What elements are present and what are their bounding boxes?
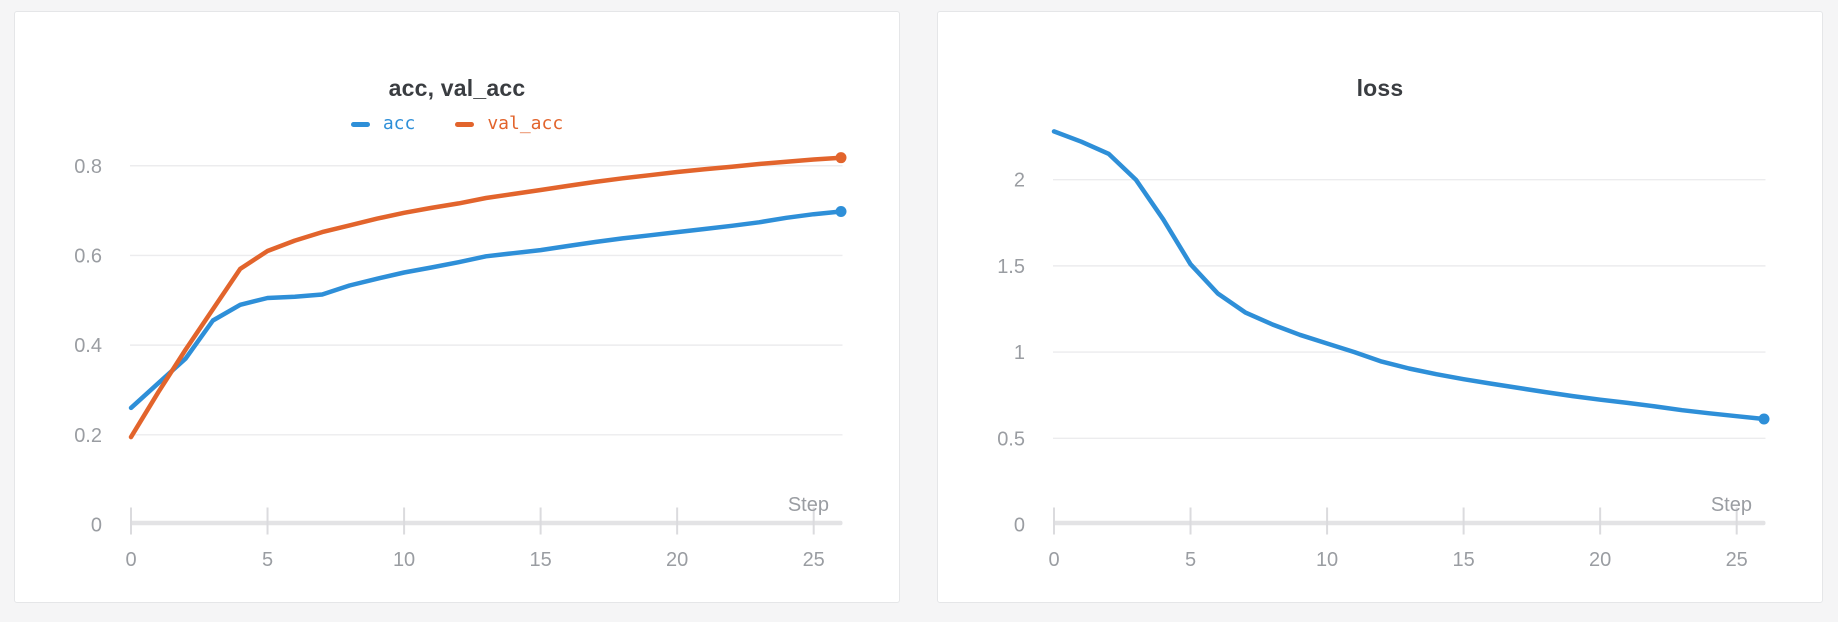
series-line-loss	[1051, 129, 1767, 422]
chart-legend: acc val_acc	[15, 112, 899, 136]
x-tick-label-20: 20	[1589, 549, 1611, 571]
x-tick-label-5: 5	[262, 549, 273, 571]
series-endpoint-loss	[1758, 413, 1770, 425]
y-tick-label-0.2: 0.2	[74, 425, 102, 447]
y-tick-label-0: 0	[91, 515, 102, 537]
y-tick-label-0.5: 0.5	[997, 428, 1025, 450]
x-tick-label-25: 25	[803, 549, 825, 571]
legend-item-val_acc: val_acc	[455, 113, 563, 135]
legend-swatch-acc	[350, 121, 370, 127]
series-endpoint-val_acc	[835, 152, 847, 164]
x-tick-label-5: 5	[1185, 549, 1196, 571]
x-tick-label-15: 15	[529, 549, 551, 571]
y-tick-label-0.8: 0.8	[74, 156, 102, 178]
legend-label-acc: acc	[382, 113, 416, 134]
series-line-acc	[128, 209, 844, 411]
panel-acc-val-acc[interactable]: acc, val_acc acc val_acc 0 0.2 0.4 0.6 0.8 0 5 1…	[14, 11, 900, 603]
y-tick-label-0: 0	[1014, 515, 1025, 537]
series-endpoint-acc	[835, 205, 847, 217]
y-tick-label-0.4: 0.4	[74, 335, 102, 357]
chart-title: loss	[1356, 75, 1404, 101]
y-tick-label-1.5: 1.5	[997, 256, 1025, 278]
y-tick-label-1: 1	[1014, 342, 1025, 364]
y-tick-label-2: 2	[1014, 170, 1025, 192]
acc-val-acc-plot-area[interactable]: 0 0.2 0.4 0.6 0.8 0 5 10 15 20 25 Step	[15, 12, 899, 602]
x-tick-label-10: 10	[393, 549, 415, 571]
x-axis-title: Step	[1711, 494, 1752, 516]
x-tick-label-25: 25	[1726, 549, 1748, 571]
legend-item-acc: acc	[350, 113, 416, 135]
x-tick-label-15: 15	[1452, 549, 1474, 571]
x-tick-label-10: 10	[1316, 549, 1338, 571]
legend-swatch-val_acc	[455, 121, 475, 127]
legend-label-val_acc: val_acc	[487, 113, 564, 134]
x-axis-line	[1053, 520, 1766, 526]
chart-title: acc, val_acc	[388, 75, 526, 101]
y-tick-label-0.6: 0.6	[74, 245, 102, 267]
series-line-val_acc	[128, 155, 844, 440]
x-axis-title: Step	[788, 494, 829, 516]
x-tick-label-20: 20	[666, 549, 688, 571]
x-tick-label-0: 0	[1048, 549, 1059, 571]
panel-loss[interactable]: loss 0 0.5 1 1.5 2 0 5 10 15 20 25 Step	[937, 11, 1823, 603]
x-tick-label-0: 0	[125, 549, 136, 571]
x-axis-line	[130, 520, 843, 526]
